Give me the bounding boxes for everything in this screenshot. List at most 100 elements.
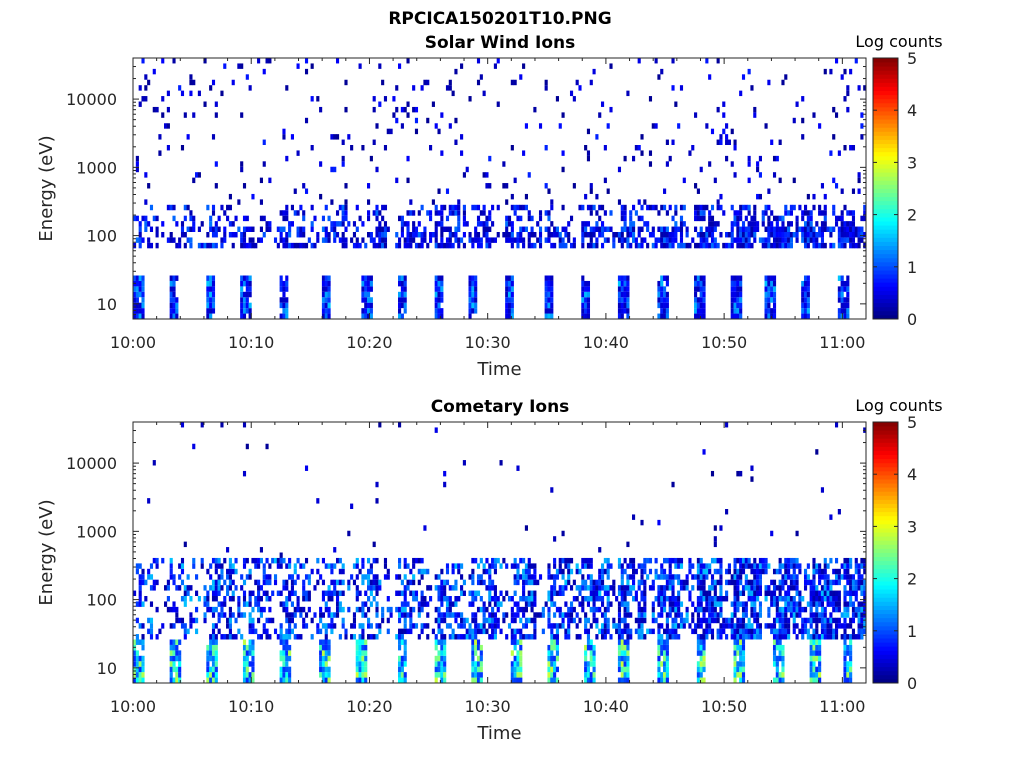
colorbar-tick-label: 2 [907, 206, 917, 225]
colorbar-segment [873, 638, 898, 643]
heatmap-cell [457, 210, 461, 216]
heatmap-cell [135, 634, 139, 640]
heatmap-cell [772, 634, 777, 640]
heatmap-cell [829, 232, 833, 238]
heatmap-cell [857, 579, 861, 586]
heatmap-cell [189, 90, 193, 97]
heatmap-cell [660, 606, 664, 613]
heatmap-cell [826, 590, 830, 596]
heatmap-cell [663, 655, 667, 662]
heatmap-cell [837, 297, 841, 303]
heatmap-cell [460, 63, 464, 69]
heatmap-cell [806, 579, 810, 586]
heatmap-cell [744, 601, 748, 607]
heatmap-cell [834, 574, 839, 580]
heatmap-cell [296, 596, 300, 602]
heatmap-cell [730, 232, 734, 238]
heatmap-cell [296, 226, 300, 232]
heatmap-cell [403, 291, 407, 298]
heatmap-cell [257, 579, 261, 586]
heatmap-cell [505, 226, 509, 232]
heatmap-cell [290, 585, 294, 591]
heatmap-cell [820, 183, 825, 189]
heatmap-cell [809, 221, 813, 227]
heatmap-cell [736, 596, 740, 602]
heatmap-cell [214, 661, 218, 667]
heatmap-cell [626, 672, 630, 678]
heatmap-cell [584, 596, 588, 602]
heatmap-cell [476, 644, 481, 651]
heatmap-cell [798, 568, 802, 575]
heatmap-cell [846, 297, 850, 303]
heatmap-cell [437, 280, 441, 287]
heatmap-cell [778, 232, 782, 238]
heatmap-cell [617, 623, 622, 629]
heatmap-cell [761, 242, 765, 249]
heatmap-cell [454, 579, 458, 586]
heatmap-cell [581, 242, 585, 249]
heatmap-cell [398, 563, 402, 569]
heatmap-cell [403, 612, 407, 618]
heatmap-cell [778, 557, 782, 564]
heatmap-cell [550, 666, 554, 673]
heatmap-cell [440, 568, 444, 575]
heatmap-cell [375, 590, 379, 596]
heatmap-cell [279, 557, 283, 564]
heatmap-cell [612, 617, 616, 624]
heatmap-cell [209, 672, 213, 678]
heatmap-cell [138, 242, 142, 249]
heatmap-cell [567, 563, 571, 569]
heatmap-cell [214, 183, 218, 189]
heatmap-cell [806, 210, 810, 216]
heatmap-cell [479, 655, 483, 662]
heatmap-cell [600, 204, 605, 211]
heatmap-cell [344, 242, 348, 249]
heatmap-cell [476, 661, 481, 667]
heatmap-cell [135, 568, 139, 575]
heatmap-cell [533, 612, 537, 618]
heatmap-cell [584, 623, 588, 629]
heatmap-cell [527, 617, 531, 624]
heatmap-cell [440, 661, 444, 667]
heatmap-cell [530, 596, 534, 602]
heatmap-cell [764, 313, 768, 319]
heatmap-cell [265, 58, 269, 64]
heatmap-cell [564, 601, 568, 607]
heatmap-cell [485, 237, 489, 243]
heatmap-cell [217, 557, 221, 564]
heatmap-cell [598, 204, 602, 211]
heatmap-cell [643, 596, 647, 602]
heatmap-cell [815, 612, 819, 618]
heatmap-cell [206, 291, 210, 298]
heatmap-cell [527, 215, 531, 222]
heatmap-cell [719, 585, 723, 591]
heatmap-cell [671, 585, 675, 591]
heatmap-cell [367, 183, 371, 189]
heatmap-cell [474, 297, 478, 303]
heatmap-cell [705, 623, 709, 629]
heatmap-cell [555, 677, 559, 683]
heatmap-cell [437, 617, 441, 624]
colorbar-frame [872, 57, 899, 320]
heatmap-cell [400, 286, 404, 292]
colorbar-segment [873, 78, 898, 83]
heatmap-cell [572, 242, 576, 249]
heatmap-cell [471, 280, 475, 287]
heatmap-cell [437, 574, 441, 580]
heatmap-cell [383, 226, 388, 232]
heatmap-cell [189, 226, 193, 232]
heatmap-cell [290, 612, 294, 618]
heatmap-cell [640, 568, 644, 575]
heatmap-cell [240, 275, 244, 281]
heatmap-cell [226, 204, 230, 211]
heatmap-cell [493, 634, 497, 640]
heatmap-cell [440, 655, 444, 662]
heatmap-cell [420, 628, 424, 635]
heatmap-cell [694, 623, 698, 629]
heatmap-cell [178, 585, 182, 591]
heatmap-cell [603, 568, 607, 575]
heatmap-cell [801, 628, 805, 635]
heatmap-cell [220, 242, 224, 249]
heatmap-cell [665, 139, 669, 145]
heatmap-cell [578, 590, 582, 596]
